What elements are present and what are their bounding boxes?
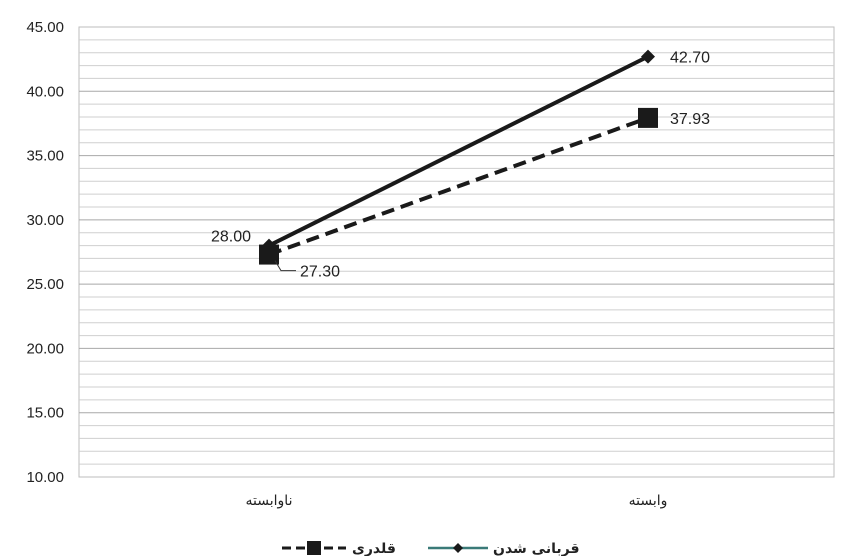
- y-tick-label: 45.00: [26, 19, 64, 36]
- x-tick-label: وابسته: [629, 493, 668, 509]
- diamond-marker: [641, 49, 655, 64]
- legend-square-marker: [307, 541, 321, 555]
- plot-area: [78, 26, 835, 478]
- gridlines: [79, 39, 834, 465]
- y-axis-ticks: 10.00 15.00 20.00 25.00 30.00 35.00 40.00 45.00: [26, 19, 64, 486]
- legend-label: قلدری: [352, 541, 396, 556]
- y-tick-label: 35.00: [26, 148, 64, 165]
- data-labels: 28.00 42.70 27.30 37.93: [211, 50, 710, 281]
- legend-entry: قلدری: [282, 541, 396, 556]
- x-axis-ticks: ناوابسته وابسته: [246, 493, 668, 509]
- series-line: [268, 54, 649, 248]
- data-label: 37.93: [670, 111, 710, 128]
- square-marker: [259, 244, 279, 265]
- series-line: [268, 116, 649, 257]
- y-tick-label: 30.00: [26, 212, 64, 229]
- y-tick-label: 25.00: [26, 276, 64, 293]
- y-tick-label: 40.00: [26, 83, 64, 100]
- series-group: [259, 49, 658, 265]
- data-label: 27.30: [300, 264, 340, 281]
- x-tick-label: ناوابسته: [246, 493, 293, 509]
- data-label: 28.00: [211, 229, 251, 246]
- data-label: 42.70: [670, 50, 710, 67]
- y-tick-label: 10.00: [26, 469, 64, 486]
- legend-entry: قربانی شدن: [428, 541, 580, 556]
- legend-label: قربانی شدن: [493, 541, 580, 556]
- legend: قربانی شدن قلدری: [282, 541, 580, 556]
- leader-line: [274, 260, 296, 272]
- y-tick-label: 15.00: [26, 405, 64, 422]
- y-tick-label: 20.00: [26, 340, 64, 357]
- square-marker: [638, 107, 658, 128]
- legend-diamond-marker: [453, 543, 463, 553]
